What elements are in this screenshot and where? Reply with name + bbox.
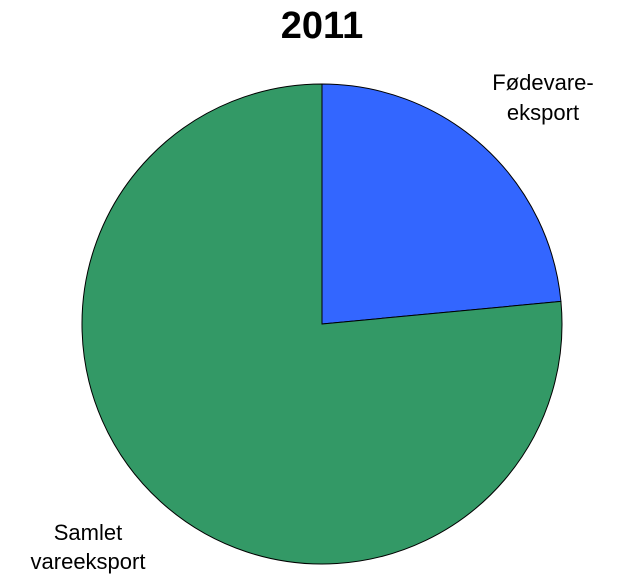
pie-slice-1 [81,83,563,565]
slice-label-line: eksport [507,100,579,125]
slices-layer [81,83,563,565]
slice-label-line: Samlet [54,520,122,545]
labels-layer: Fødevare-eksport Samlet vareeksport [31,70,594,574]
pie-slice-0 [321,83,562,325]
slice-label-line: vareeksport [31,549,146,574]
slice-label-1: Samlet vareeksport [31,520,146,574]
slice-label-0: Fødevare-eksport [492,70,593,125]
chart-title: 2011 [281,5,363,47]
slice-label-line: Fødevare- [492,70,593,95]
